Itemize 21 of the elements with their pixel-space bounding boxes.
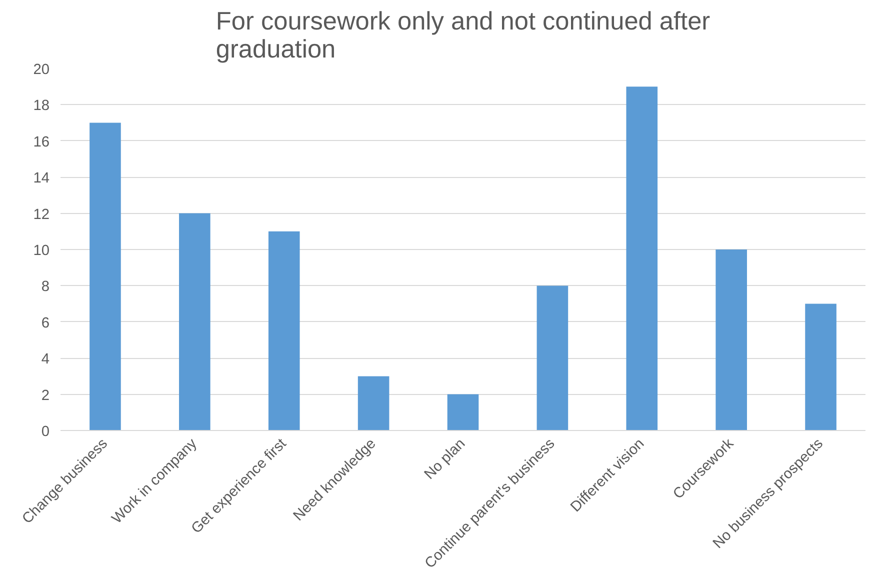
bar [626, 86, 658, 430]
bar [268, 231, 300, 430]
y-tick-label: 2 [41, 388, 50, 404]
y-tick-label: 20 [33, 62, 50, 78]
bar [179, 213, 210, 430]
y-tick-label: 12 [33, 206, 50, 223]
y-tick-label: 10 [33, 243, 50, 259]
bar [358, 376, 390, 430]
y-tick-label: 4 [41, 352, 50, 368]
bar [447, 394, 479, 430]
bar [716, 250, 747, 430]
y-tick-label: 14 [33, 170, 50, 187]
y-tick-label: 16 [33, 134, 50, 150]
y-tick-label: 18 [33, 98, 50, 114]
bar [536, 286, 568, 430]
bar [805, 304, 836, 430]
y-tick-label: 6 [41, 315, 50, 332]
bar [90, 122, 121, 430]
chart-title: For coursework only and not continued after graduation [216, 8, 711, 64]
y-tick-label: 0 [41, 424, 50, 440]
y-tick-label: 8 [41, 279, 50, 296]
